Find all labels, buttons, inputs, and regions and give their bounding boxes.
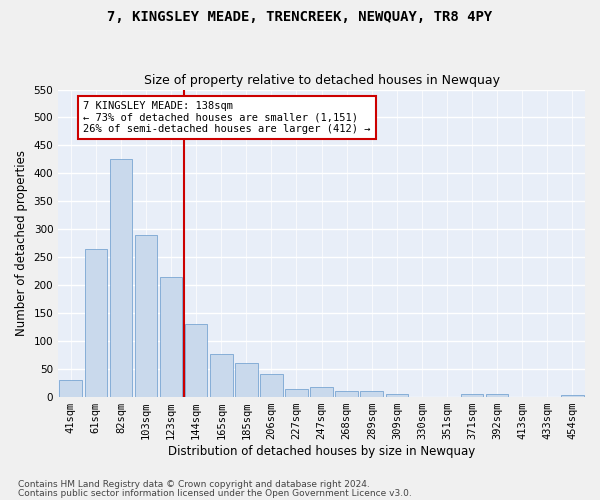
Y-axis label: Number of detached properties: Number of detached properties	[15, 150, 28, 336]
Bar	[185, 324, 208, 396]
Bar	[461, 394, 484, 396]
Bar	[335, 391, 358, 396]
Text: Contains public sector information licensed under the Open Government Licence v3: Contains public sector information licen…	[18, 488, 412, 498]
Text: 7, KINGSLEY MEADE, TRENCREEK, NEWQUAY, TR8 4PY: 7, KINGSLEY MEADE, TRENCREEK, NEWQUAY, T…	[107, 10, 493, 24]
Text: 7 KINGSLEY MEADE: 138sqm
← 73% of detached houses are smaller (1,151)
26% of sem: 7 KINGSLEY MEADE: 138sqm ← 73% of detach…	[83, 100, 371, 134]
Title: Size of property relative to detached houses in Newquay: Size of property relative to detached ho…	[143, 74, 500, 87]
Bar	[160, 276, 182, 396]
Bar	[285, 390, 308, 396]
Bar	[210, 354, 233, 397]
Bar	[59, 380, 82, 396]
Bar	[260, 374, 283, 396]
Bar	[361, 391, 383, 396]
Bar	[110, 160, 132, 396]
Text: Contains HM Land Registry data © Crown copyright and database right 2024.: Contains HM Land Registry data © Crown c…	[18, 480, 370, 489]
Bar	[386, 394, 408, 396]
Bar	[85, 248, 107, 396]
Bar	[134, 234, 157, 396]
Bar	[235, 363, 257, 396]
X-axis label: Distribution of detached houses by size in Newquay: Distribution of detached houses by size …	[168, 444, 475, 458]
Bar	[486, 394, 508, 396]
Bar	[310, 387, 333, 396]
